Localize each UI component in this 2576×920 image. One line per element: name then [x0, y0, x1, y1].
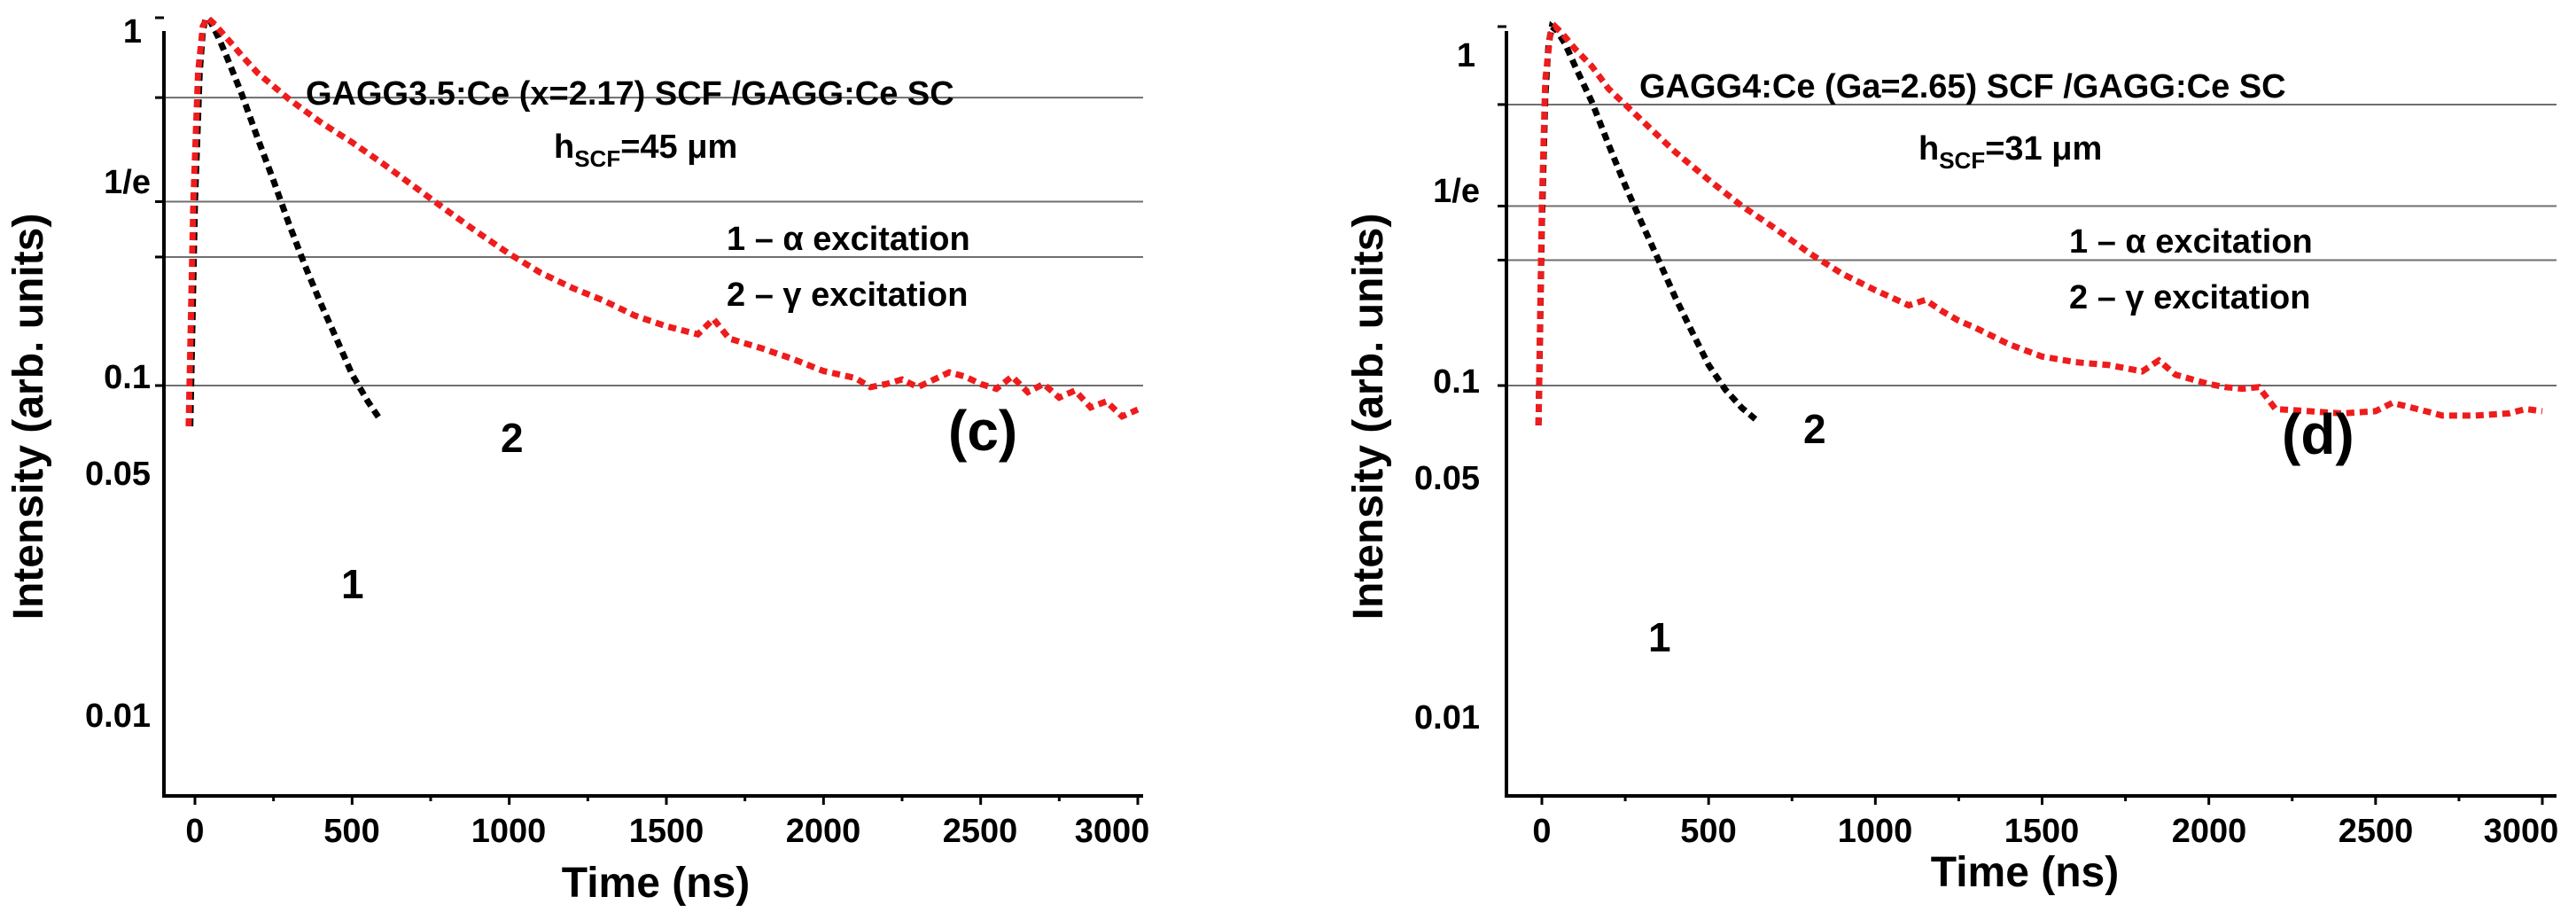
thickness-annotation: hSCF=31 μm: [1918, 130, 2102, 174]
x-tick-label-2500: 2500: [943, 813, 1018, 850]
x-tick-label-0: 0: [1532, 813, 1551, 850]
y-tick-label-0.1: 0.1: [1433, 363, 1480, 401]
legend-entry-gamma: 2 – γ excitation: [2069, 279, 2310, 316]
y-axis-title: Intensity (arb. units): [1345, 214, 1392, 620]
thickness-subscript: SCF: [574, 145, 620, 172]
x-tick-label-0: 0: [185, 813, 204, 850]
series-line-alpha: [1535, 20, 1758, 425]
curve-label-2: 2: [501, 415, 524, 461]
curve-label-1: 1: [1648, 614, 1671, 660]
chart-panel-c: 0.01 0.05 0.1 1/e 1 0 500 1000 1500 2000…: [5, 12, 1150, 907]
x-tick-label-2000: 2000: [2172, 813, 2247, 850]
y-axis-title: Intensity (arb. units): [5, 214, 52, 620]
y-tick-label-1: 1: [123, 13, 142, 51]
y-tick-label-0.01: 0.01: [85, 698, 151, 735]
x-tick-label-1000: 1000: [471, 813, 547, 850]
x-tick-label-3000: 3000: [2484, 813, 2559, 850]
legend-entry-alpha: 1 – α excitation: [2069, 223, 2313, 261]
grid-lines: [1506, 103, 2557, 386]
x-axis-title: Time (ns): [1931, 849, 2119, 896]
y-tick-label-0.1: 0.1: [104, 359, 151, 396]
x-tick-label-1500: 1500: [629, 813, 704, 850]
x-tick-label-500: 500: [323, 813, 379, 850]
thickness-h: h: [1918, 130, 1939, 168]
chart-title: GAGG3.5:Ce (x=2.17) SCF /GAGG:Ce SC: [306, 75, 954, 113]
series-line-gamma: [185, 12, 1140, 427]
y-tick-label-0.01: 0.01: [1414, 699, 1480, 737]
legend-entry-alpha: 1 – α excitation: [727, 221, 970, 258]
y-tick-label-0.05: 0.05: [85, 456, 151, 493]
x-tick-label-2500: 2500: [2339, 813, 2414, 850]
thickness-subscript: SCF: [1939, 147, 1985, 174]
y-tick-label-1: 1: [1457, 37, 1475, 74]
legend-entry-gamma: 2 – γ excitation: [727, 277, 968, 314]
x-axis-title: Time (ns): [562, 860, 750, 907]
plot-frame: [1505, 31, 2557, 798]
chart-title: GAGG4:Ce (Ga=2.65) SCF /GAGG:Ce SC: [1639, 68, 2286, 105]
panel-label-d: (d): [2282, 402, 2354, 466]
thickness-value: =45 μm: [620, 129, 737, 166]
x-tick-label-500: 500: [1680, 813, 1736, 850]
y-tick-label-1-e: 1/e: [1433, 173, 1480, 210]
thickness-value: =31 μm: [1985, 130, 2102, 168]
y-tick-label-1-e: 1/e: [104, 164, 151, 201]
thickness-h: h: [554, 129, 574, 166]
x-tick-label-2000: 2000: [786, 813, 861, 850]
series-1-line: [1535, 20, 1758, 425]
series-2-line: [185, 12, 1140, 427]
x-tick-label-1500: 1500: [2004, 813, 2080, 850]
chart-panel-d: 0.01 0.05 0.1 1/e 1 0 500 1000 1500 2000…: [1345, 20, 2559, 896]
series-2-line: [1535, 21, 2543, 425]
x-tick-label-3000: 3000: [1075, 813, 1150, 850]
curve-label-2: 2: [1803, 406, 1826, 452]
y-tick-label-0.05: 0.05: [1414, 460, 1480, 497]
axis-ticks: [155, 16, 1140, 805]
plot-frame: [162, 31, 1143, 798]
x-tick-label-1000: 1000: [1838, 813, 1913, 850]
panel-label-c: (c): [948, 399, 1017, 463]
axis-ticks: [1498, 25, 2544, 805]
thickness-annotation: hSCF=45 μm: [554, 129, 737, 172]
series-line-gamma: [1535, 21, 2543, 425]
curve-label-1: 1: [341, 561, 364, 607]
